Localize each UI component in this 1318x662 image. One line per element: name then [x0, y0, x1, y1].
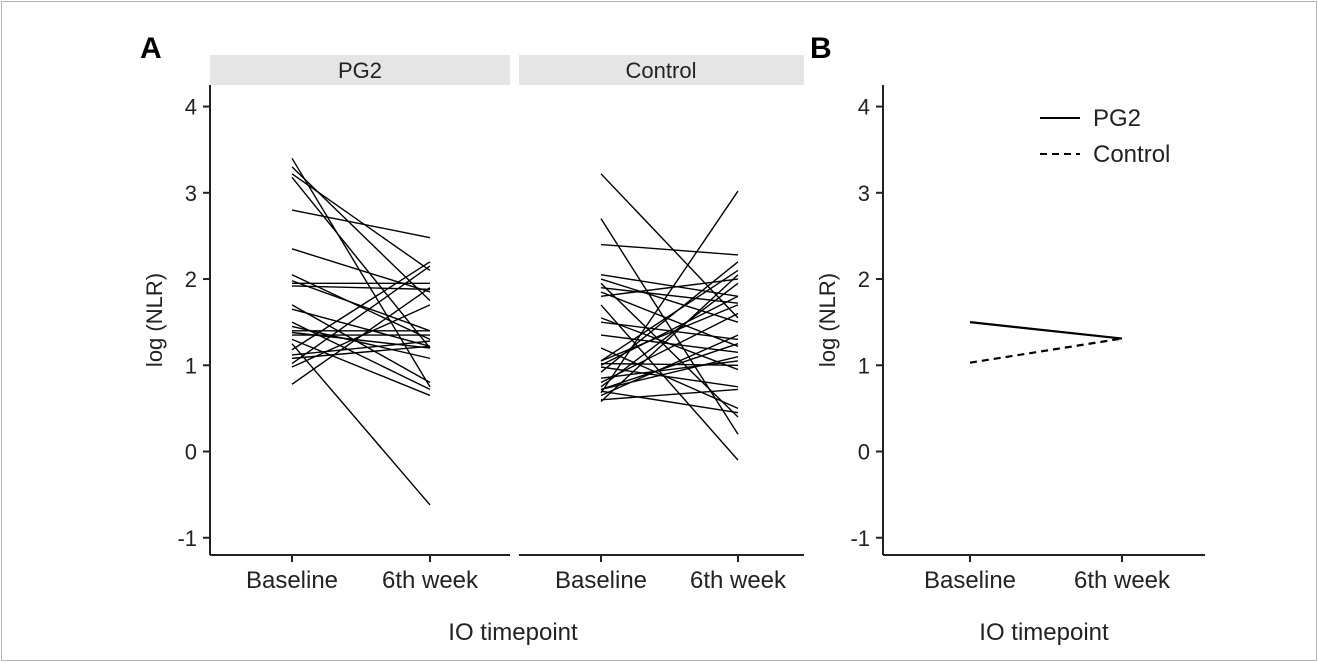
- panel-a-control-subject-line: [600, 190, 739, 394]
- panel-a-pg2-subject-line: [291, 287, 431, 385]
- panel-b-lines: [969, 321, 1123, 364]
- panel-a-lines: [291, 157, 739, 506]
- panel-a-x-axis-title: IO timepoint: [448, 619, 578, 646]
- panel-a-y-tick-label: 2: [185, 267, 197, 292]
- panel-a-control-subject-line: [600, 347, 739, 410]
- panel-a-x-tick-label: 6th week: [690, 567, 787, 594]
- panel-a-y-tick-label: 4: [185, 95, 197, 120]
- facet-strip-pg2: [210, 55, 510, 85]
- panel-b-control-mean-line: [969, 337, 1123, 364]
- panel-b-pg2-mean-line: [969, 321, 1123, 340]
- panel-a-control-subject-line: [600, 274, 739, 403]
- panel-a-control-subject-line: [600, 282, 739, 388]
- panel-a-y-tick-label: 1: [185, 353, 197, 378]
- panel-a-control-subject-line: [600, 291, 739, 347]
- panel-b-x-tick-label: Baseline: [924, 567, 1016, 594]
- panel-a-control-subject-line: [600, 343, 739, 391]
- panel-a-x-tick-label: Baseline: [555, 567, 647, 594]
- panel-a-pg2-subject-line: [291, 173, 431, 271]
- panel-b-x-axis: Baseline 6th week: [883, 554, 1205, 594]
- panel-a-control-subject-line: [600, 362, 739, 366]
- panel-b-y-tick-label: 0: [858, 440, 870, 465]
- panel-a-pg2-subject-line: [291, 325, 431, 360]
- panel-a-control-subject-line: [600, 304, 739, 461]
- panel-a-y-tick-label: 3: [185, 181, 197, 206]
- panel-b-x-axis-title: IO timepoint: [979, 619, 1109, 646]
- panel-b-y-tick-label: 1: [858, 353, 870, 378]
- panel-a-control-subject-line: [600, 388, 739, 401]
- panel-a-pg2-subject-line: [291, 308, 431, 347]
- panel-a-control-subject-line: [600, 173, 739, 319]
- panel-b-y-tick-label: 2: [858, 267, 870, 292]
- panel-a-control-subject-line: [600, 278, 739, 297]
- panel-a-control-subject-line: [600, 243, 739, 256]
- panel-b-y-tick-label: 4: [858, 95, 870, 120]
- panel-a-pg2-subject-line: [291, 340, 431, 356]
- panel-a-pg2-subject-line: [291, 274, 431, 341]
- panel-a-pg2-subject-line: [291, 248, 431, 293]
- panel-a-control-subject-line: [600, 334, 739, 397]
- panel-a-control-subject-line: [600, 312, 739, 384]
- facet-label-control: Control: [626, 58, 697, 83]
- panel-b-y-tick-label: -1: [850, 526, 870, 551]
- legend-label-control: Control: [1093, 141, 1170, 168]
- panel-a-control-subject-line: [600, 304, 739, 362]
- panel-a-control-subject-line: [600, 390, 739, 414]
- panel-a-pg2-subject-line: [291, 176, 431, 349]
- panel-a-x-tick-label: 6th week: [382, 567, 479, 594]
- panel-b-x-tick-label: 6th week: [1074, 567, 1171, 594]
- panel-b-y-tick-label: 3: [858, 181, 870, 206]
- panel-a-pg2-subject-line: [291, 343, 431, 506]
- panel-a-control-subject-line: [600, 261, 739, 373]
- panel-a-pg2-subject-line: [291, 261, 431, 351]
- panel-b-y-axis: -1 0 1 2 3 4: [850, 85, 884, 555]
- panel-a-pg2-subject-line: [291, 265, 431, 365]
- panel-a-y-axis-title: log (NLR): [142, 273, 167, 367]
- panel-a-label: A: [140, 32, 162, 65]
- panel-a-pg2-subject-line: [291, 338, 431, 397]
- panel-a-x-tick-label: Baseline: [246, 567, 338, 594]
- panel-b: -1 0 1 2 3 4 Baseline 6th week PG2 Control log…: [815, 85, 1205, 646]
- panel-b-label: B: [810, 32, 832, 65]
- panel-a-pg2-subject-line: [291, 285, 431, 291]
- panel-a-y-axis: -1 0 1 2 3 4: [177, 85, 211, 555]
- panel-a-pg2-subject-line: [291, 321, 431, 391]
- panel-a-control-subject-line: [600, 355, 739, 391]
- facet-label-pg2: PG2: [338, 58, 382, 83]
- panel-a-x-axis: Baseline 6th week Baseline 6th week: [210, 554, 804, 594]
- panel-b-y-axis-title: log (NLR): [815, 273, 840, 367]
- panel-a-y-tick-label: -1: [177, 526, 197, 551]
- panel-a-control-subject-line: [600, 360, 739, 379]
- panel-a-pg2-subject-line: [291, 209, 431, 239]
- facet-strip-control: [519, 55, 804, 85]
- panel-a-control-subject-line: [600, 269, 739, 362]
- panel-a-control-subject-line: [600, 282, 739, 418]
- panel-a-pg2-subject-line: [291, 304, 431, 384]
- panel-b-legend: PG2 Control: [1040, 105, 1170, 168]
- legend-label-pg2: PG2: [1093, 105, 1141, 132]
- panel-a-y-tick-label: 0: [185, 440, 197, 465]
- panel-a-control-subject-line: [600, 334, 739, 354]
- panel-a-control-subject-line: [600, 274, 739, 297]
